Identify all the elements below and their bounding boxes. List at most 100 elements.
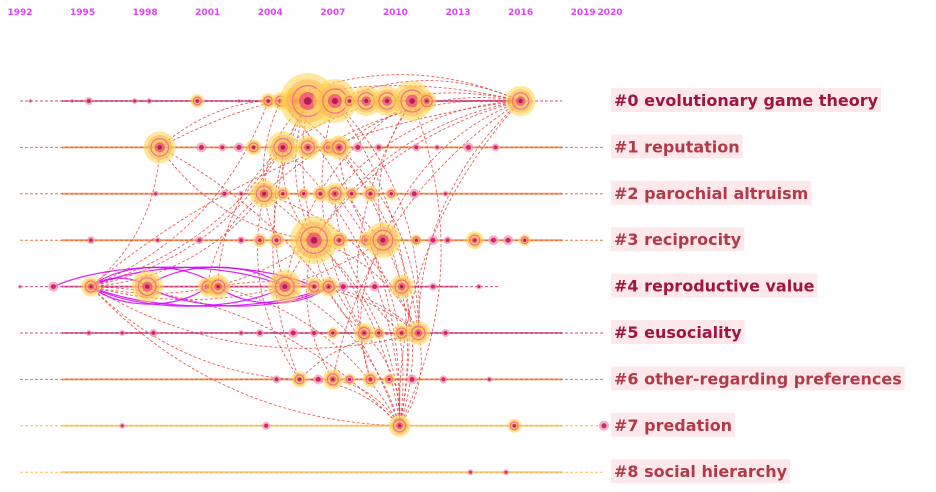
cluster-label: #7 predation [614,416,732,435]
citation-node [372,327,385,339]
citation-node [291,371,308,388]
cluster-label: #2 parochial altruism [614,184,808,203]
cluster-label: #6 other-regarding preferences [614,369,902,388]
citation-node [318,276,339,297]
citation-node [439,375,448,384]
citation-link [399,100,442,426]
citation-node [18,284,22,289]
citation-node [443,236,452,245]
citation-node [238,190,245,197]
citation-node [428,282,437,291]
citation-link [263,193,401,426]
citation-node [234,142,244,153]
citation-link [398,100,521,426]
cluster-label-bg [611,180,812,205]
citation-node [48,281,59,292]
citation-link [284,285,419,334]
citation-link [338,147,419,334]
cluster-label: #4 reproductive value [614,277,815,296]
cluster-label-bg [611,366,905,391]
citation-node [195,236,204,245]
cluster-label: #0 evolutionary game theory [614,91,879,110]
citation-node [427,235,438,246]
intra-cluster-arc [53,266,286,288]
citation-node [388,414,411,437]
citation-node [389,274,414,299]
citation-node [237,99,241,103]
citation-node [412,143,421,152]
cluster-label-bg [611,88,882,112]
citation-node [362,371,379,388]
citation-node [143,131,176,164]
citation-node [409,188,420,199]
citation-link [262,100,282,241]
citation-node [465,231,484,250]
citation-node [190,94,205,108]
citation-node [86,236,95,245]
citation-node [392,81,433,121]
citation-node [305,277,324,296]
citation-node [250,179,279,208]
citation-node [84,97,93,105]
citation-link [90,193,265,288]
citation-link [334,193,404,426]
year-label: 2020 [597,8,622,18]
citation-node [351,86,382,116]
citation-node [352,142,363,153]
cluster-label: #8 social hierarchy [614,462,788,481]
citation-node [442,190,449,197]
citation-node [354,323,375,343]
citation-node [491,143,500,152]
citation-node [272,375,281,384]
citation-link [263,193,419,334]
citation-link [382,100,521,241]
citation-node [131,98,138,104]
citation-node [310,329,319,337]
citation-node [488,235,499,246]
citation-link [332,100,521,380]
citation-link [334,193,402,334]
citation-node [154,237,161,244]
citation-node [85,330,92,336]
citation-node [518,234,531,247]
citation-node [146,98,153,104]
citation-node [238,330,245,336]
citation-node [252,233,267,248]
intra-cluster-arc [90,286,329,307]
citation-node [297,187,310,200]
citation-node [434,144,441,151]
citation-node [262,421,271,430]
citation-link [313,100,521,241]
citation-node [119,330,126,336]
citation-node [392,324,411,342]
citation-node [196,142,207,153]
citation-node [323,182,346,205]
citation-node [28,99,33,103]
citation-link [302,100,365,334]
cluster-label-bg [611,320,745,344]
citation-node [385,187,398,200]
year-axis: 1992 1995 1998 2001 2004 2007 2010 2013 2016 2019… [7,8,622,18]
citation-node [407,374,418,385]
citation-node [502,469,509,476]
citation-link [90,286,400,427]
citation-node [467,469,474,476]
citation-node [475,283,482,290]
citation-node [218,143,227,152]
citation-node [220,189,229,198]
citation-node [237,236,246,245]
year-label: 2007 [320,8,345,18]
citation-link [90,286,419,349]
year-label: 2010 [383,8,408,18]
citation-link [334,100,420,334]
citation-link [159,99,308,148]
citation-node [131,270,164,303]
citation-node [463,142,474,153]
citation-link [282,147,401,426]
citation-node [486,376,493,383]
citation-link [284,286,401,426]
citation-link [332,378,400,427]
citation-node [410,234,423,247]
